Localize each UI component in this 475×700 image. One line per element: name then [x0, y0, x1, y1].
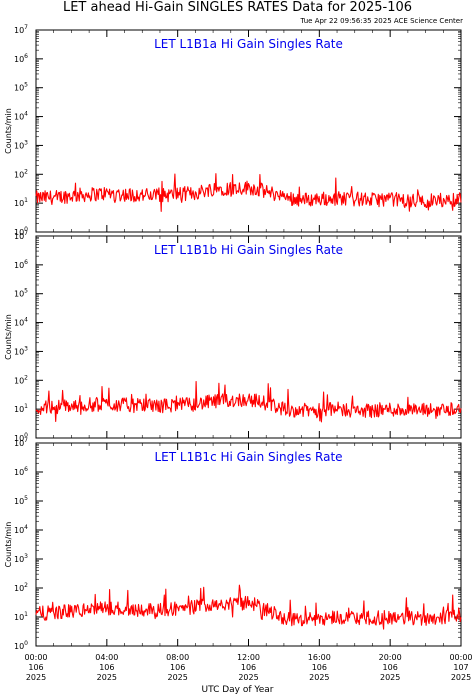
- y-tick-label: 102: [14, 374, 28, 385]
- y-tick-label: 104: [14, 317, 28, 328]
- y-tick-label: 103: [14, 139, 28, 150]
- x-tick-label-year: 2025: [167, 673, 187, 682]
- x-tick-label-day: 106: [99, 663, 114, 672]
- y-tick-label: 107: [14, 24, 28, 35]
- series-line-2: [35, 380, 462, 423]
- plot-frame-3: [35, 442, 462, 647]
- y-tick-label: 101: [14, 611, 28, 622]
- y-tick-label: 104: [14, 111, 28, 122]
- y-tick-label: 104: [14, 524, 28, 535]
- y-tick-label: 105: [14, 288, 28, 299]
- y-tick-label: 107: [14, 230, 28, 241]
- x-tick-label-day: 106: [383, 663, 398, 672]
- x-tick-label-year: 2025: [451, 673, 471, 682]
- panel-title-2: LET L1B1b Hi Gain Singles Rate: [154, 243, 343, 257]
- x-tick-label-time: 20:00: [379, 653, 402, 662]
- panel-title-3: LET L1B1c Hi Gain Singles Rate: [154, 450, 342, 464]
- y-tick-label: 105: [14, 82, 28, 93]
- x-tick-label-day: 106: [312, 663, 327, 672]
- y-tick-label: 100: [14, 226, 28, 237]
- main-title: LET ahead Hi-Gain SINGLES RATES Data for…: [62, 0, 413, 15]
- x-tick-label-time: 08:00: [166, 653, 189, 662]
- y-tick-label: 102: [14, 168, 28, 179]
- y-axis-label: Counts/min: [4, 522, 13, 568]
- series-line-3: [35, 584, 462, 630]
- x-tick-label-day: 106: [28, 663, 43, 672]
- x-tick-label-time: 00:00: [449, 653, 472, 662]
- y-tick-label: 103: [14, 553, 28, 564]
- series-line-1: [35, 173, 462, 212]
- y-tick-label: 105: [14, 495, 28, 506]
- x-tick-label-day: 106: [170, 663, 185, 672]
- x-tick-label-day: 107: [453, 663, 468, 672]
- y-tick-label: 106: [14, 53, 28, 64]
- x-tick-label-time: 12:00: [237, 653, 260, 662]
- y-tick-label: 106: [14, 466, 28, 477]
- x-tick-label-day: 106: [241, 663, 256, 672]
- x-tick-label-time: 16:00: [308, 653, 331, 662]
- x-tick-label-year: 2025: [97, 673, 117, 682]
- y-tick-label: 106: [14, 259, 28, 270]
- x-tick-label-year: 2025: [238, 673, 258, 682]
- y-tick-label: 100: [14, 432, 28, 443]
- x-tick-label-year: 2025: [26, 673, 46, 682]
- y-axis-label: Counts/min: [4, 314, 13, 360]
- timestamp: Tue Apr 22 09:56:35 2025 ACE Science Cen…: [300, 17, 463, 25]
- y-tick-label: 107: [14, 437, 28, 448]
- x-tick-label-time: 04:00: [95, 653, 118, 662]
- y-tick-label: 100: [14, 640, 28, 651]
- x-axis-title: UTC Day of Year: [201, 685, 274, 695]
- x-tick-label-time: 00:00: [24, 653, 47, 662]
- panel-title-1: LET L1B1a Hi Gain Singles Rate: [154, 37, 343, 51]
- x-tick-label-year: 2025: [380, 673, 400, 682]
- y-axis-label: Counts/min: [4, 108, 13, 154]
- x-tick-label-year: 2025: [309, 673, 329, 682]
- y-tick-label: 103: [14, 345, 28, 356]
- y-tick-label: 101: [14, 197, 28, 208]
- y-tick-label: 102: [14, 582, 28, 593]
- y-tick-label: 101: [14, 403, 28, 414]
